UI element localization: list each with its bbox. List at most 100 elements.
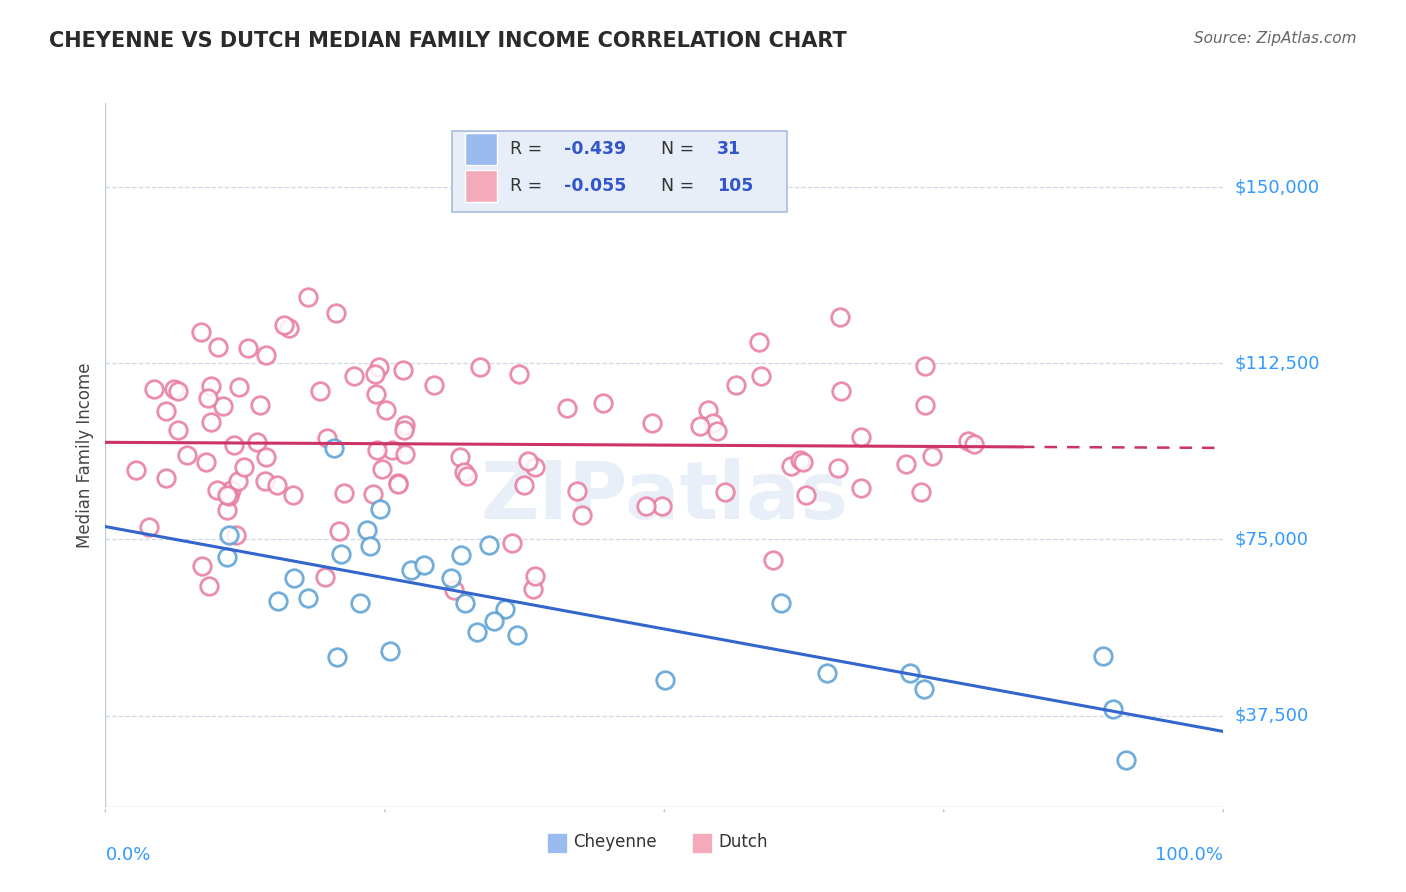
Text: Source: ZipAtlas.com: Source: ZipAtlas.com	[1194, 31, 1357, 46]
Point	[651, 499, 673, 513]
Text: N =: N =	[661, 178, 700, 195]
FancyBboxPatch shape	[451, 131, 787, 211]
Point	[138, 520, 160, 534]
Point	[322, 442, 344, 456]
Point	[329, 547, 352, 561]
Point	[226, 475, 249, 489]
Point	[453, 596, 475, 610]
Point	[399, 563, 422, 577]
Point	[956, 434, 979, 448]
Point	[1092, 649, 1115, 664]
Point	[706, 424, 728, 438]
Point	[281, 488, 304, 502]
Point	[316, 431, 339, 445]
Text: 0.0%: 0.0%	[105, 847, 150, 864]
Point	[143, 382, 166, 396]
Point	[894, 458, 917, 472]
Point	[190, 325, 212, 339]
Point	[217, 549, 239, 564]
Point	[641, 417, 664, 431]
Point	[898, 665, 921, 680]
Point	[215, 488, 238, 502]
Point	[254, 348, 277, 362]
Point	[828, 310, 851, 325]
Point	[378, 644, 401, 658]
Point	[253, 474, 276, 488]
Point	[494, 601, 516, 615]
Point	[228, 380, 250, 394]
Point	[830, 384, 852, 399]
Point	[366, 442, 388, 457]
Point	[314, 570, 336, 584]
Point	[207, 340, 229, 354]
Bar	[547, 833, 567, 853]
Point	[218, 527, 240, 541]
Text: N =: N =	[661, 140, 700, 158]
Point	[571, 508, 593, 522]
Text: $37,500: $37,500	[1234, 706, 1309, 724]
Point	[815, 665, 838, 680]
Bar	[465, 133, 496, 165]
Point	[827, 460, 849, 475]
Point	[439, 571, 461, 585]
Point	[367, 359, 389, 374]
Point	[516, 454, 538, 468]
Point	[914, 359, 936, 374]
Text: R =: R =	[510, 178, 548, 195]
Point	[513, 477, 536, 491]
Bar	[465, 170, 496, 202]
Point	[205, 483, 228, 498]
Point	[326, 650, 349, 665]
Point	[851, 481, 873, 495]
Point	[636, 500, 658, 514]
Point	[197, 391, 219, 405]
Point	[155, 404, 177, 418]
Point	[200, 415, 222, 429]
Point	[724, 378, 747, 392]
Point	[254, 450, 277, 465]
Point	[506, 628, 529, 642]
Point	[200, 379, 222, 393]
Point	[470, 360, 492, 375]
Point	[751, 368, 773, 383]
Point	[697, 403, 720, 417]
Point	[364, 368, 387, 382]
Point	[309, 384, 332, 398]
Point	[449, 450, 471, 465]
Point	[194, 455, 217, 469]
Point	[779, 458, 801, 473]
Point	[413, 558, 436, 572]
Point	[273, 318, 295, 332]
Point	[849, 429, 872, 443]
Point	[912, 681, 935, 696]
Text: CHEYENNE VS DUTCH MEDIAN FAMILY INCOME CORRELATION CHART: CHEYENNE VS DUTCH MEDIAN FAMILY INCOME C…	[49, 31, 846, 51]
Point	[197, 579, 219, 593]
Point	[283, 572, 305, 586]
Point	[297, 290, 319, 304]
Text: -0.055: -0.055	[564, 178, 626, 195]
Point	[356, 523, 378, 537]
Point	[394, 418, 416, 433]
Point	[453, 465, 475, 479]
Point	[714, 485, 737, 500]
Text: Cheyenne: Cheyenne	[572, 833, 657, 852]
Point	[266, 478, 288, 492]
Text: 105: 105	[717, 178, 754, 195]
Point	[167, 384, 190, 399]
Point	[522, 582, 544, 597]
Point	[467, 624, 489, 639]
Point	[387, 476, 409, 491]
Point	[225, 528, 247, 542]
Point	[211, 400, 233, 414]
Text: R =: R =	[510, 140, 548, 158]
Point	[325, 306, 347, 320]
Text: Dutch: Dutch	[718, 833, 768, 852]
Text: ZIPatlas: ZIPatlas	[481, 458, 848, 536]
Point	[770, 596, 793, 610]
Text: $150,000: $150,000	[1234, 178, 1319, 196]
Point	[423, 378, 446, 392]
Point	[1102, 701, 1125, 715]
Point	[592, 396, 614, 410]
Point	[1115, 753, 1137, 767]
Point	[332, 486, 354, 500]
